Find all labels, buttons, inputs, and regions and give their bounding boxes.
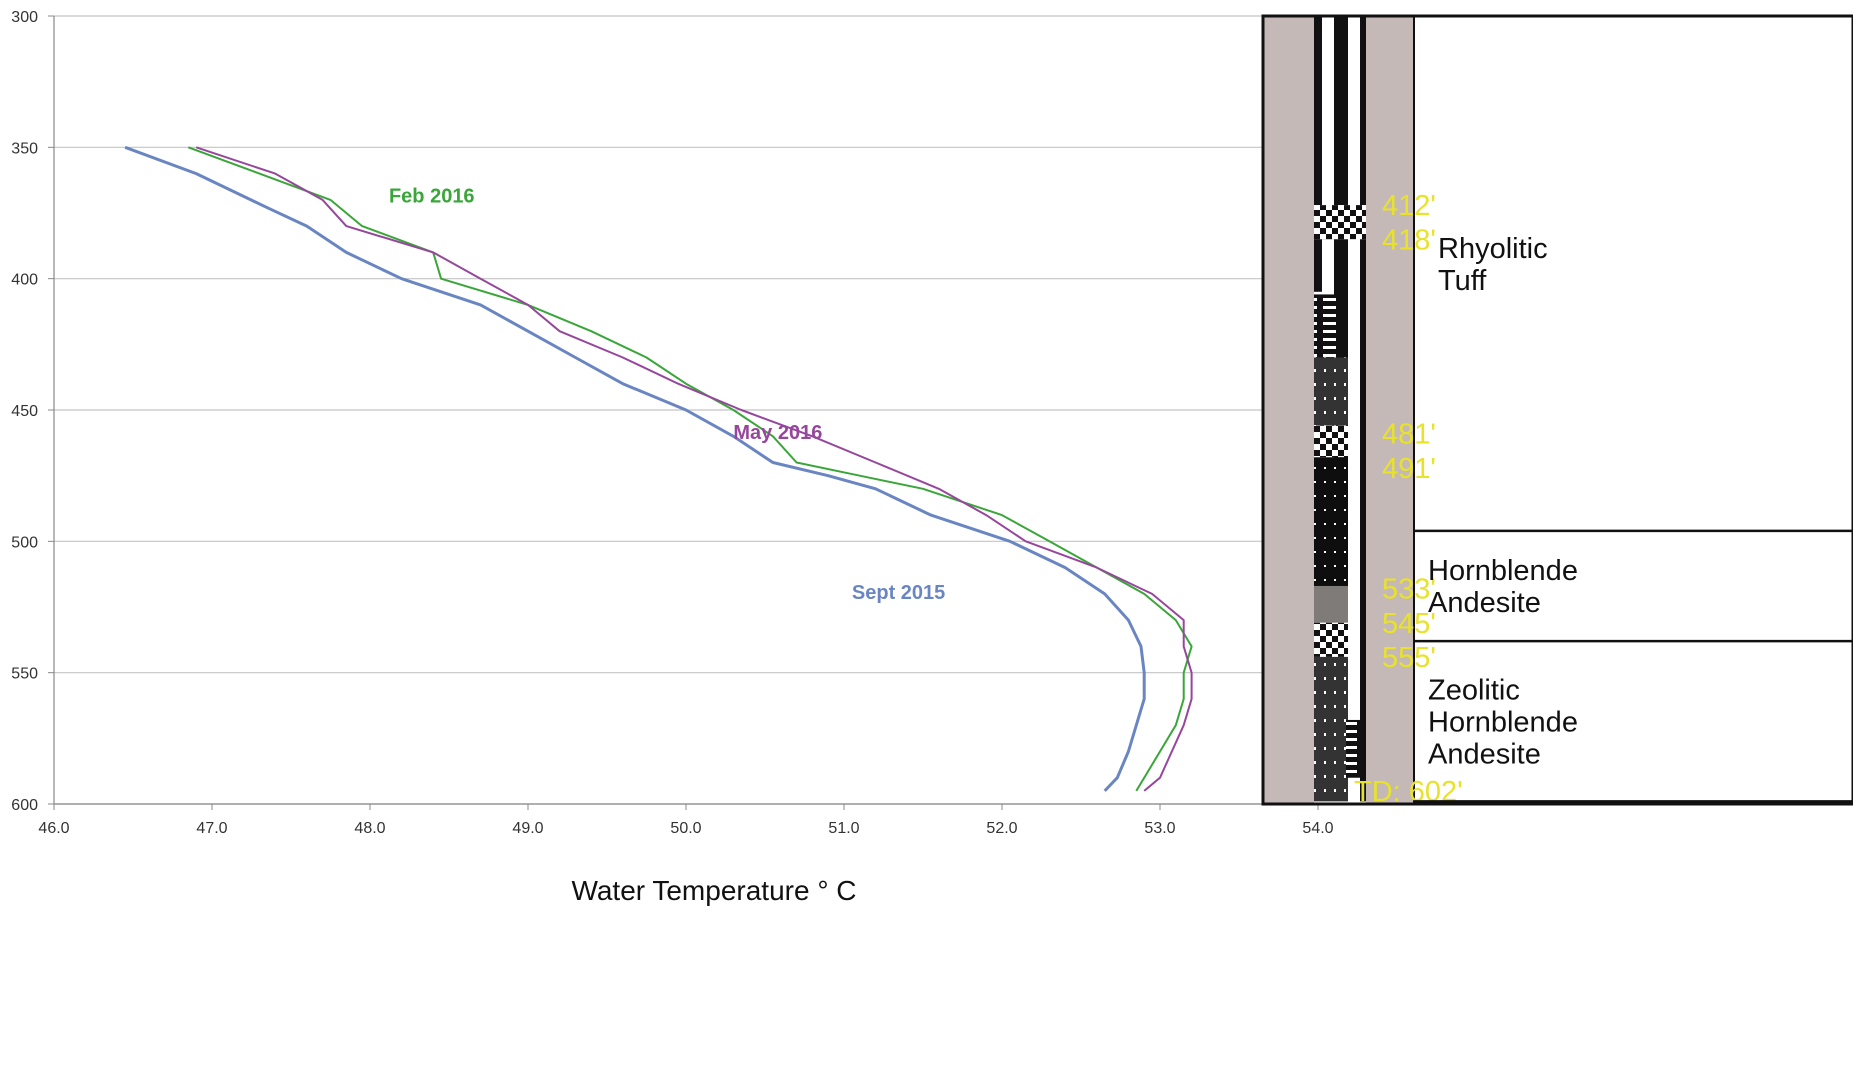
- layer-dots-lower: [1314, 656, 1348, 802]
- layer-check-mid: [1314, 425, 1348, 458]
- y-tick-label-500: 500: [11, 534, 38, 551]
- unit-label-rhyolitic-tuff-1: Tuff: [1438, 265, 1487, 297]
- depth-label-1: 418': [1382, 224, 1436, 256]
- x-tick-labels: 46.0 47.0 48.0 49.0 50.0 51.0 52.0 53.0 54.0: [38, 820, 1333, 837]
- layer-gray: [1314, 585, 1348, 623]
- unit-label-zeolitic-hornblende-andesite-1: Hornblende: [1428, 706, 1578, 738]
- x-tick-label-48.0: 48.0: [354, 820, 385, 837]
- x-tick-label-50.0: 50.0: [670, 820, 701, 837]
- unit-label-hornblende-andesite-1: Andesite: [1428, 587, 1541, 619]
- x-tick-label-49.0: 49.0: [512, 820, 543, 837]
- series-label-may-2016: May 2016: [733, 422, 822, 444]
- depth-label-4: 533': [1382, 574, 1436, 606]
- casing-right: [1366, 16, 1414, 804]
- wall-left-upper: [1314, 16, 1322, 206]
- series-lines: [124, 145, 1193, 792]
- depth-label-7: TD: 602': [1354, 776, 1463, 808]
- x-tick-label-47.0: 47.0: [196, 820, 227, 837]
- depth-label-6: 555': [1382, 642, 1436, 674]
- wall-right-lower: [1360, 239, 1366, 802]
- y-tick-label-600: 600: [11, 797, 38, 814]
- lithology-units: RhyoliticTuffHornblendeAndesiteZeoliticH…: [1414, 233, 1853, 803]
- y-tick-label-400: 400: [11, 272, 38, 289]
- y-tick-labels: 300 350 400 450 500 550 600: [11, 9, 38, 814]
- depth-label-2: 481': [1382, 419, 1436, 451]
- series-line-feb-2016: [187, 146, 1193, 792]
- gridlines: [54, 146, 1262, 805]
- casing-left: [1264, 16, 1314, 804]
- x-axis-title: Water Temperature ° C: [571, 875, 856, 906]
- x-tick-label-54.0: 54.0: [1302, 820, 1333, 837]
- bore-open-mid: [1322, 239, 1334, 295]
- series-labels: Sept 2015 Feb 2016 May 2016: [389, 185, 945, 604]
- x-tick-label-53.0: 53.0: [1144, 820, 1175, 837]
- wall-right-upper: [1360, 16, 1366, 206]
- y-tick-label-450: 450: [11, 403, 38, 420]
- unit-label-zeolitic-hornblende-andesite-2: Andesite: [1428, 738, 1541, 770]
- x-tick-label-52.0: 52.0: [986, 820, 1017, 837]
- layer-check-upper: [1314, 205, 1366, 240]
- y-tick-label-550: 550: [11, 666, 38, 683]
- wall-mid-upper: [1334, 16, 1348, 206]
- depth-label-3: 491': [1382, 453, 1436, 485]
- lithology-frame: [1261, 14, 1853, 806]
- x-tick-label-46.0: 46.0: [38, 820, 69, 837]
- axes: [48, 15, 1418, 810]
- y-tick-label-350: 350: [11, 140, 38, 157]
- series-label-feb-2016: Feb 2016: [389, 185, 475, 207]
- depth-label-5: 545': [1382, 608, 1436, 640]
- lithology-column: [1261, 14, 1853, 806]
- series-line-sept-2015: [124, 145, 1146, 792]
- unit-label-zeolitic-hornblende-andesite-0: Zeolitic: [1428, 674, 1520, 706]
- layer-dots-upper: [1314, 357, 1348, 426]
- unit-label-hornblende-andesite-0: Hornblende: [1428, 555, 1578, 587]
- layer-dash-lower: [1346, 719, 1362, 778]
- y-tick-label-300: 300: [11, 9, 38, 26]
- layer-dash-upper: [1314, 294, 1336, 358]
- layer-check-lower: [1314, 622, 1348, 657]
- layer-black-dots: [1314, 457, 1348, 586]
- bore-open-right: [1348, 239, 1360, 739]
- x-tick-label-51.0: 51.0: [828, 820, 859, 837]
- depth-labels: 412'418' 481'491' 533'545'555' TD: 602': [1354, 190, 1463, 808]
- unit-label-rhyolitic-tuff-0: Rhyolitic: [1438, 233, 1548, 265]
- series-label-sept-2015: Sept 2015: [852, 582, 945, 604]
- series-line-may-2016: [195, 146, 1193, 792]
- depth-label-0: 412': [1382, 190, 1436, 222]
